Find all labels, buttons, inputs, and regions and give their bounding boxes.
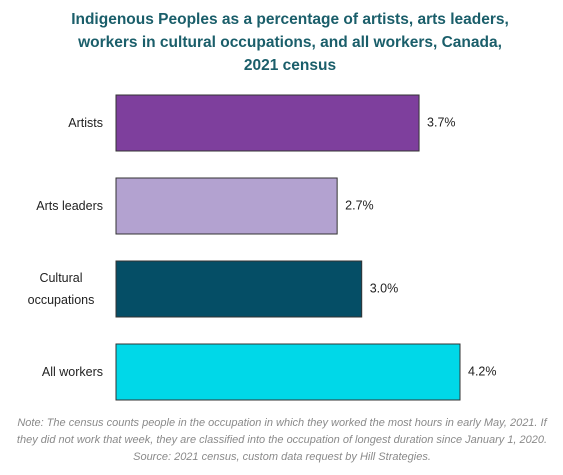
category-label: Artists: [68, 116, 103, 130]
category-label-box: Artists: [68, 95, 103, 151]
category-label-box: Arts leaders: [36, 178, 103, 234]
note: Note: The census counts people in the oc…: [16, 417, 548, 463]
category-label: Arts leaders: [36, 199, 103, 213]
bar: [115, 94, 420, 152]
bar: [115, 260, 363, 318]
chart-title: Indigenous Peoples as a percentage of ar…: [71, 11, 509, 74]
category-label-box: Cultural occupations: [19, 261, 103, 317]
bar: [115, 177, 338, 235]
category-label-box: All workers: [42, 344, 103, 400]
category-label: Cultural occupations: [27, 271, 95, 307]
value-label: 3.7%: [427, 115, 456, 129]
category-label: All workers: [41, 365, 103, 379]
value-label: 4.2%: [468, 364, 497, 378]
bar: [115, 343, 461, 401]
value-label: 3.0%: [370, 281, 399, 295]
value-label: 2.7%: [345, 198, 374, 212]
